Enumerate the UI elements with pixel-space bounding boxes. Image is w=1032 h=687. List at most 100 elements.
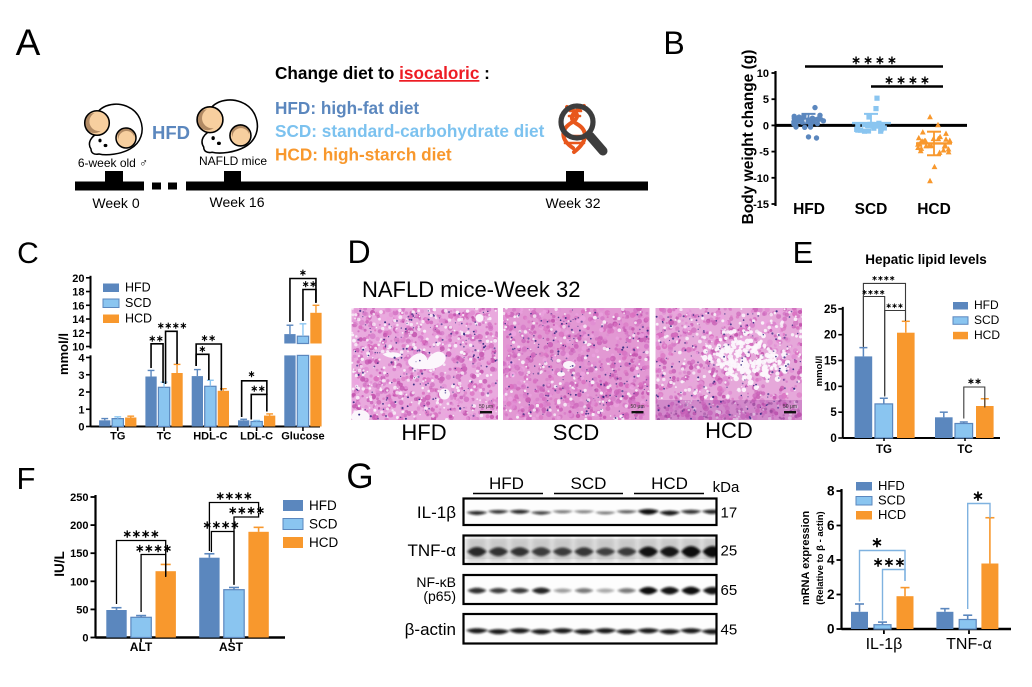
- svg-text:B: B: [663, 25, 684, 61]
- svg-text:14: 14: [72, 314, 85, 326]
- svg-text:mmol/l: mmol/l: [814, 356, 825, 387]
- svg-text:Glucose: Glucose: [281, 431, 324, 443]
- svg-text:HCD: high-starch diet: HCD: high-starch diet: [275, 145, 452, 165]
- svg-text:∗∗∗∗: ∗∗∗∗: [872, 276, 896, 283]
- svg-text:150: 150: [70, 548, 88, 560]
- svg-text:∗∗∗∗: ∗∗∗∗: [203, 520, 240, 532]
- svg-text:0: 0: [763, 120, 769, 132]
- svg-text:IL-1β: IL-1β: [417, 503, 456, 522]
- svg-text:∗∗: ∗∗: [967, 376, 981, 386]
- svg-text:65: 65: [721, 582, 738, 599]
- svg-text:mmol/l: mmol/l: [56, 333, 71, 375]
- svg-text:NAFLD mice-Week 32: NAFLD mice-Week 32: [362, 277, 580, 302]
- svg-text:18: 18: [72, 287, 84, 299]
- svg-text:TG: TG: [110, 431, 125, 443]
- svg-text:∗∗: ∗∗: [250, 383, 265, 393]
- svg-text:∗∗∗∗: ∗∗∗∗: [123, 529, 160, 541]
- svg-text:HFD: HFD: [793, 201, 825, 218]
- svg-text:200: 200: [70, 520, 88, 532]
- svg-text:∗∗: ∗∗: [302, 279, 317, 289]
- svg-text:HFD: HFD: [489, 474, 524, 493]
- svg-text:HCD: HCD: [974, 328, 1000, 342]
- svg-text:50 μm: 50 μm: [479, 404, 493, 410]
- svg-text:∗∗∗∗: ∗∗∗∗: [135, 543, 172, 555]
- svg-text:6: 6: [827, 518, 835, 533]
- svg-text:Change diet to isocaloric :: Change diet to isocaloric :: [275, 63, 490, 83]
- svg-text:TNF-α: TNF-α: [407, 541, 456, 560]
- svg-text:(Relative to β - actin): (Relative to β - actin): [815, 511, 826, 604]
- svg-text:HCD: HCD: [651, 474, 688, 493]
- svg-text:∗: ∗: [248, 369, 256, 379]
- svg-text:NF-κB: NF-κB: [416, 574, 456, 590]
- svg-text:50: 50: [76, 604, 88, 616]
- svg-text:SCD: SCD: [571, 474, 607, 493]
- svg-text:HFD: high-fat diet: HFD: high-fat diet: [275, 98, 419, 118]
- svg-text:4: 4: [78, 353, 85, 365]
- svg-text:∗∗∗: ∗∗∗: [886, 303, 904, 310]
- svg-text:TG: TG: [876, 444, 892, 456]
- svg-text:10: 10: [824, 381, 837, 393]
- svg-text:0: 0: [78, 422, 84, 434]
- svg-text:-15: -15: [753, 199, 769, 211]
- svg-text:HFD: HFD: [974, 298, 999, 312]
- svg-text:HDL-C: HDL-C: [193, 431, 227, 443]
- svg-text:∗∗∗∗: ∗∗∗∗: [228, 505, 265, 517]
- svg-text:(p65): (p65): [423, 588, 456, 604]
- svg-text:IL-1β: IL-1β: [866, 636, 903, 653]
- svg-text:E: E: [793, 235, 814, 270]
- svg-text:∗: ∗: [199, 344, 207, 354]
- svg-text:β-actin: β-actin: [405, 620, 456, 639]
- svg-text:100: 100: [70, 576, 88, 588]
- svg-text:HCD: HCD: [878, 507, 906, 522]
- svg-text:∗∗∗∗: ∗∗∗∗: [216, 491, 253, 503]
- svg-text:HCD: HCD: [705, 418, 753, 443]
- svg-text:-10: -10: [753, 173, 769, 185]
- svg-text:6-week old ♂: 6-week old ♂: [78, 156, 148, 170]
- svg-text:∗: ∗: [972, 488, 984, 504]
- svg-text:Hepatic lipid levels: Hepatic lipid levels: [865, 252, 987, 267]
- svg-text:D: D: [347, 234, 370, 270]
- svg-text:∗∗∗: ∗∗∗: [873, 555, 906, 570]
- svg-text:SCD: SCD: [309, 517, 338, 532]
- svg-text:A: A: [16, 22, 41, 63]
- svg-text:2: 2: [78, 387, 84, 399]
- svg-text:mRNA expression: mRNA expression: [800, 511, 812, 606]
- svg-text:SCD: SCD: [855, 201, 888, 218]
- svg-text:Body weight change (g): Body weight change (g): [740, 50, 757, 225]
- svg-text:45: 45: [721, 621, 738, 638]
- svg-text:Week 0: Week 0: [92, 195, 139, 211]
- svg-text:50 μm: 50 μm: [783, 404, 797, 410]
- svg-text:HFD: HFD: [125, 281, 151, 295]
- svg-text:HFD: HFD: [878, 478, 905, 493]
- svg-text:TC: TC: [157, 431, 172, 443]
- svg-text:HFD: HFD: [309, 498, 337, 513]
- svg-text:16: 16: [72, 300, 84, 312]
- svg-text:Week 16: Week 16: [210, 194, 265, 210]
- svg-text:0: 0: [827, 622, 835, 637]
- svg-text:∗∗∗∗: ∗∗∗∗: [157, 320, 187, 330]
- svg-text:∗∗∗∗: ∗∗∗∗: [862, 290, 886, 297]
- svg-text:-5: -5: [759, 147, 769, 159]
- svg-text:Week 32: Week 32: [546, 195, 601, 211]
- svg-text:C: C: [17, 237, 39, 270]
- svg-text:250: 250: [70, 492, 88, 504]
- svg-text:AST: AST: [219, 640, 244, 654]
- svg-text:5: 5: [830, 407, 837, 419]
- svg-text:ALT: ALT: [130, 640, 153, 654]
- svg-text:17: 17: [721, 504, 738, 521]
- svg-text:5: 5: [763, 94, 769, 106]
- svg-text:∗ ∗ ∗ ∗: ∗ ∗ ∗ ∗: [884, 75, 929, 87]
- svg-text:10: 10: [72, 342, 84, 354]
- svg-text:∗∗: ∗∗: [201, 333, 216, 343]
- svg-text:4: 4: [827, 553, 835, 568]
- svg-text:50 μm: 50 μm: [631, 404, 645, 410]
- svg-text:2: 2: [827, 587, 835, 602]
- svg-text:∗: ∗: [299, 268, 307, 278]
- svg-text:HCD: HCD: [309, 535, 338, 550]
- svg-text:3: 3: [78, 370, 84, 382]
- svg-text:20: 20: [824, 330, 837, 342]
- svg-text:G: G: [346, 457, 373, 496]
- svg-text:12: 12: [72, 328, 84, 340]
- svg-text:HFD: HFD: [152, 122, 190, 143]
- svg-text:HCD: HCD: [917, 201, 951, 218]
